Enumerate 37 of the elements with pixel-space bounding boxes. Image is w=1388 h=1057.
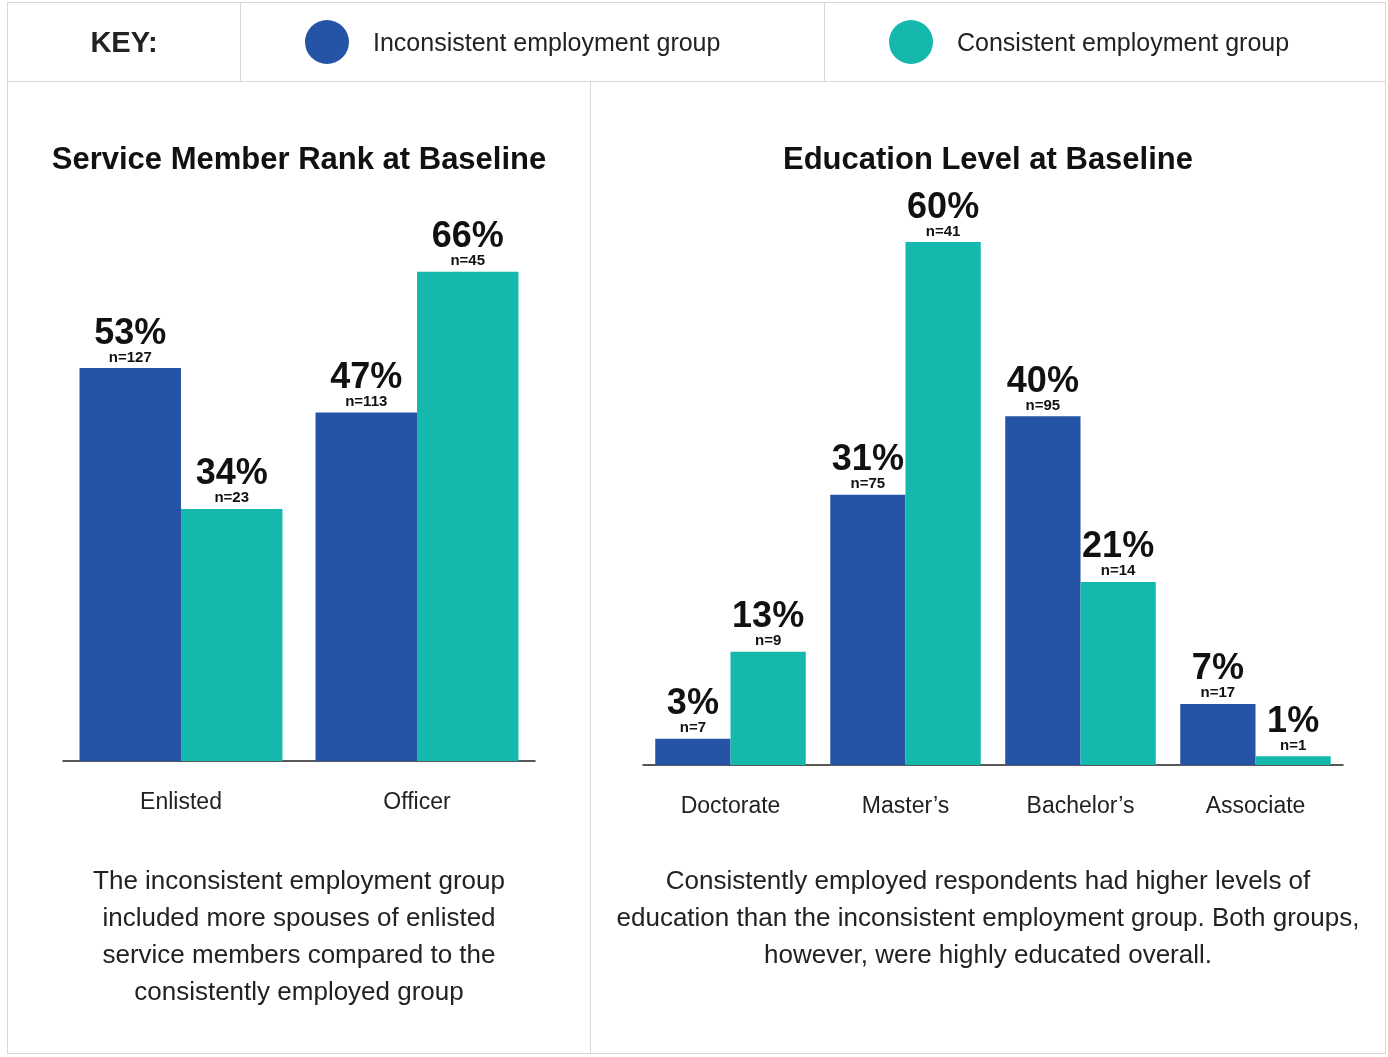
bar (315, 412, 417, 761)
data-label: 7% n=17 (1191, 646, 1244, 701)
data-label: 21% n=14 (1082, 524, 1155, 579)
bar (1080, 581, 1156, 765)
bar (417, 271, 519, 761)
data-label: 3% n=7 (666, 681, 719, 736)
bar (1255, 756, 1331, 765)
data-label: 31% n=75 (831, 437, 904, 492)
x-tick-label: Doctorate (680, 791, 781, 818)
data-label: 13% n=9 (732, 594, 805, 649)
data-label: 1% n=1 (1267, 698, 1320, 753)
data-label: 47% n=113 (330, 355, 403, 410)
data-label: 53% n=127 (94, 310, 167, 365)
x-tick-label: Officer (383, 787, 451, 814)
x-tick-label: Master’s (861, 791, 950, 818)
legend-label: Inconsistent employment group (373, 27, 721, 57)
bar (655, 738, 731, 765)
bar (830, 494, 906, 765)
x-tick-label: Bachelor’s (1026, 791, 1135, 818)
bar (181, 508, 283, 761)
bar (1005, 416, 1081, 765)
text: Consistently employed respondents had higher levels of education than the inconsistent employment group. Both groups, however, were highly educated overall. (615, 864, 1361, 971)
chart-title: Education Level at Baseline (782, 141, 1194, 176)
text: The inconsistent employment group included more spouses of enlisted service members compared to the consistently employed group (92, 864, 506, 1008)
data-label: 66% n=45 (431, 214, 504, 269)
data-label: 60% n=41 (907, 184, 980, 239)
legend-label: Consistent employment group (957, 27, 1290, 57)
x-tick-label: Enlisted (140, 787, 222, 814)
bar (79, 368, 181, 761)
bar (730, 651, 806, 765)
legend-title: KEY: (8, 3, 241, 81)
chart-title: Service Member Rank at Baseline (51, 141, 547, 176)
bar (905, 242, 981, 765)
data-label: 34% n=23 (195, 451, 268, 506)
data-label: 40% n=95 (1006, 358, 1079, 413)
bar (1180, 703, 1256, 765)
x-tick-label: Associate (1205, 791, 1306, 818)
